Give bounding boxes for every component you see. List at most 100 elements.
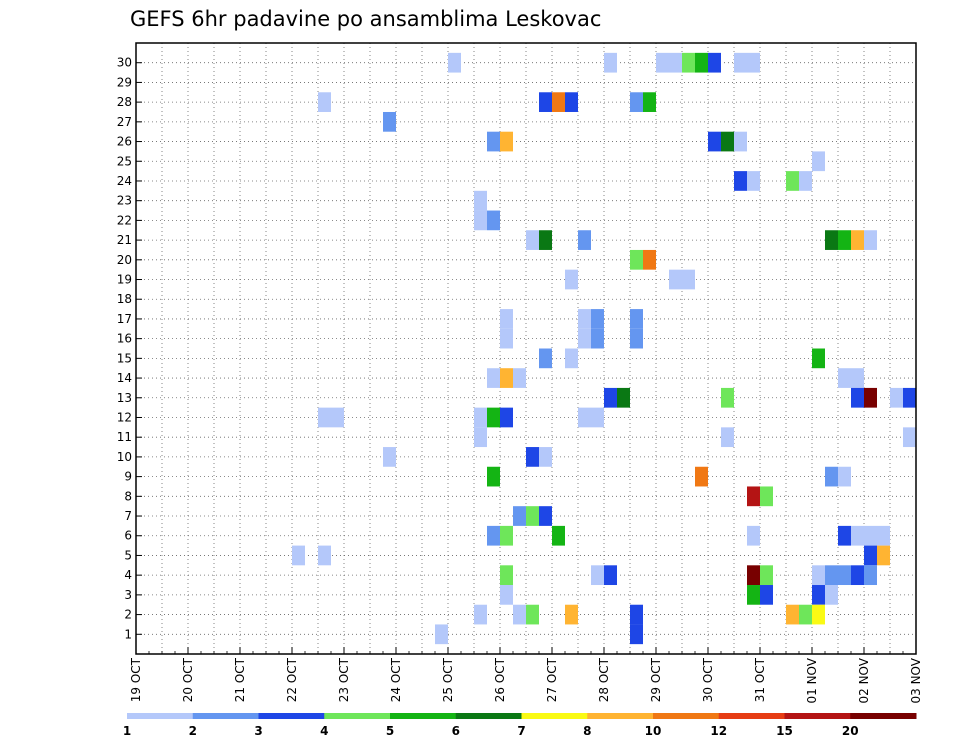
legend-swatch [653, 713, 720, 719]
precip-cell [864, 230, 877, 250]
legend-swatch [258, 713, 325, 719]
precip-cell [500, 368, 513, 388]
y-tick-label: 16 [117, 332, 132, 346]
y-tick-label: 29 [117, 75, 132, 89]
precip-cell [539, 447, 552, 467]
legend-label: 7 [517, 724, 525, 738]
precip-cell [669, 269, 682, 290]
y-tick-label: 9 [124, 470, 132, 484]
legend-swatch [455, 713, 522, 719]
precip-cell [526, 604, 539, 625]
y-tick-label: 30 [117, 56, 132, 70]
precip-cell [578, 309, 591, 329]
legend-label: 6 [452, 724, 460, 738]
precip-cell [708, 52, 721, 73]
y-tick-label: 23 [117, 194, 132, 208]
y-tick-label: 1 [124, 627, 132, 641]
precip-cell [578, 407, 591, 428]
precip-cell [526, 447, 539, 467]
x-tick-label: 03 NOV [909, 657, 923, 703]
precip-cell [318, 92, 331, 112]
x-tick-label: 30 OCT [701, 657, 715, 702]
x-tick-label: 23 OCT [337, 657, 351, 702]
precip-cell [500, 328, 513, 349]
y-tick-label: 11 [117, 430, 132, 444]
y-tick-label: 22 [117, 213, 132, 227]
precip-cell [318, 545, 331, 566]
y-tick-label: 2 [124, 608, 132, 622]
x-tick-label: 20 OCT [181, 657, 195, 702]
precip-cell [695, 52, 708, 73]
precip-cell [864, 545, 877, 566]
precip-cell [812, 585, 825, 605]
precip-cell [487, 368, 500, 388]
precip-cell [838, 466, 851, 487]
y-tick-label: 27 [117, 115, 132, 129]
precip-cell [487, 525, 500, 546]
precip-cell [565, 269, 578, 290]
legend-swatch [324, 713, 391, 719]
legend-swatch [850, 713, 917, 719]
y-tick-label: 13 [117, 391, 132, 405]
y-tick-label: 8 [124, 489, 132, 503]
precip-cell [786, 171, 799, 191]
legend-label: 1 [123, 724, 131, 738]
precip-cell [500, 309, 513, 329]
precip-cell [474, 190, 487, 211]
precip-cell [812, 151, 825, 172]
precip-cell [526, 230, 539, 250]
precip-cell [513, 506, 526, 526]
precip-cell [838, 230, 851, 250]
legend-swatch [192, 713, 259, 719]
precip-cell [851, 525, 864, 546]
precip-cell [825, 466, 838, 487]
x-axis-date-ticks: 19 OCT 20 OCT 21 OCT 22 OCT 23 OCT 24 OCT 25 O… [129, 647, 923, 704]
precip-cell [500, 407, 513, 428]
x-tick-label: 02 NOV [857, 657, 871, 703]
precip-cell [630, 309, 643, 329]
precip-cell [500, 525, 513, 546]
precip-cell [643, 92, 656, 112]
precip-cell [721, 131, 734, 152]
precip-cell [513, 368, 526, 388]
y-tick-label: 25 [117, 154, 132, 168]
y-tick-label: 19 [117, 273, 132, 287]
grid-lines [136, 43, 916, 654]
precip-cell [656, 52, 669, 73]
precip-cell [734, 52, 747, 73]
x-tick-label: 21 OCT [233, 657, 247, 702]
precip-cell [617, 387, 630, 408]
precip-cell [747, 565, 760, 586]
y-tick-label: 18 [117, 292, 132, 306]
precip-cell [903, 387, 916, 408]
y-tick-label: 6 [124, 529, 132, 543]
legend-swatch [587, 713, 654, 719]
precip-cell [812, 348, 825, 369]
precip-cell [448, 52, 461, 73]
precip-cell [890, 387, 903, 408]
precip-cell [747, 585, 760, 605]
y-tick-label: 20 [117, 253, 132, 267]
y-tick-label: 12 [117, 410, 132, 424]
x-tick-label: 27 OCT [545, 657, 559, 702]
precip-cell [539, 230, 552, 250]
y-tick-label: 3 [124, 588, 132, 602]
legend-label: 20 [842, 724, 859, 738]
precip-cell [630, 624, 643, 645]
y-tick-label: 21 [117, 233, 132, 247]
legend-label: 8 [583, 724, 591, 738]
precip-cell [695, 466, 708, 487]
precip-cell [838, 368, 851, 388]
precip-cell [747, 525, 760, 546]
x-tick-label: 25 OCT [441, 657, 455, 702]
y-tick-label: 17 [117, 312, 132, 326]
precip-cell [552, 92, 565, 112]
precip-cell [851, 368, 864, 388]
precip-cell [760, 565, 773, 586]
precip-cell [760, 486, 773, 507]
precip-cell [487, 131, 500, 152]
legend-swatch [390, 713, 457, 719]
precip-cell [591, 328, 604, 349]
precip-cell [630, 328, 643, 349]
precip-cell [864, 565, 877, 586]
